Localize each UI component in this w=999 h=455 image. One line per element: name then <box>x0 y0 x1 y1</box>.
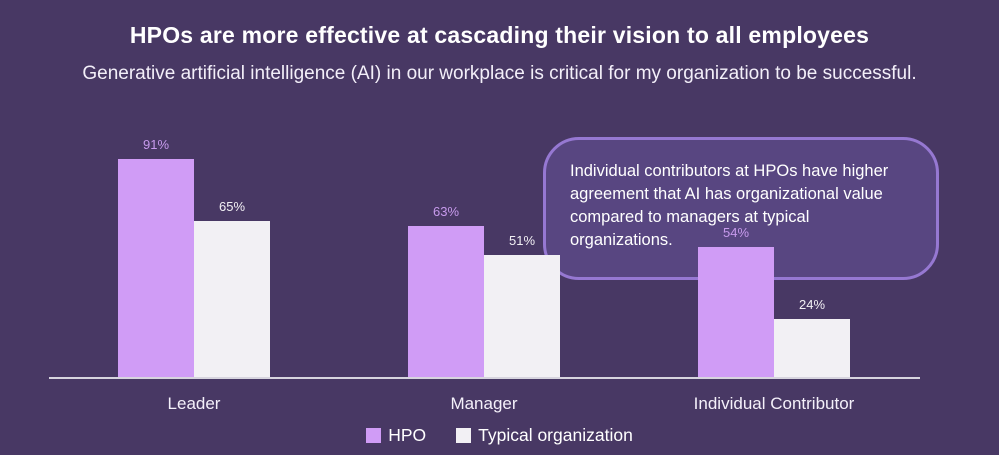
bar-value-label-hpo-leader: 91% <box>142 137 170 152</box>
bar-typical-organization-leader <box>194 221 270 377</box>
bar-value-label-typical-organization-leader: 65% <box>218 199 246 214</box>
bar-typical-organization-individual-contributor <box>774 319 850 377</box>
bar-value-label-typical-organization-manager: 51% <box>508 233 536 248</box>
bar-value-label-typical-organization-individual-contributor: 24% <box>798 297 826 312</box>
legend-item-hpo: HPO <box>366 425 426 446</box>
bar-value-label-hpo-manager: 63% <box>432 204 460 219</box>
chart-legend: HPO Typical organization <box>0 425 999 446</box>
callout-text: Individual contributors at HPOs have hig… <box>570 162 889 249</box>
page-title: HPOs are more effective at cascading the… <box>129 22 870 48</box>
bar-value-label-hpo-individual-contributor: 54% <box>722 225 750 240</box>
legend-label: Typical organization <box>478 425 633 445</box>
x-axis-line <box>49 377 920 379</box>
page-subtitle: Generative artificial intelligence (AI) … <box>82 63 917 84</box>
legend-label: HPO <box>388 425 427 445</box>
bar-hpo-manager <box>408 226 484 377</box>
legend-swatch-icon <box>366 428 382 443</box>
bar-hpo-individual-contributor <box>698 247 774 377</box>
category-label-manager: Manager <box>450 394 518 413</box>
bar-hpo-leader <box>118 159 194 377</box>
category-label-leader: Leader <box>167 394 221 413</box>
legend-swatch-icon <box>456 428 472 443</box>
category-label-individual-contributor: Individual Contributor <box>693 394 855 413</box>
bar-typical-organization-manager <box>484 255 560 377</box>
legend-item-typical-organization: Typical organization <box>456 425 633 446</box>
